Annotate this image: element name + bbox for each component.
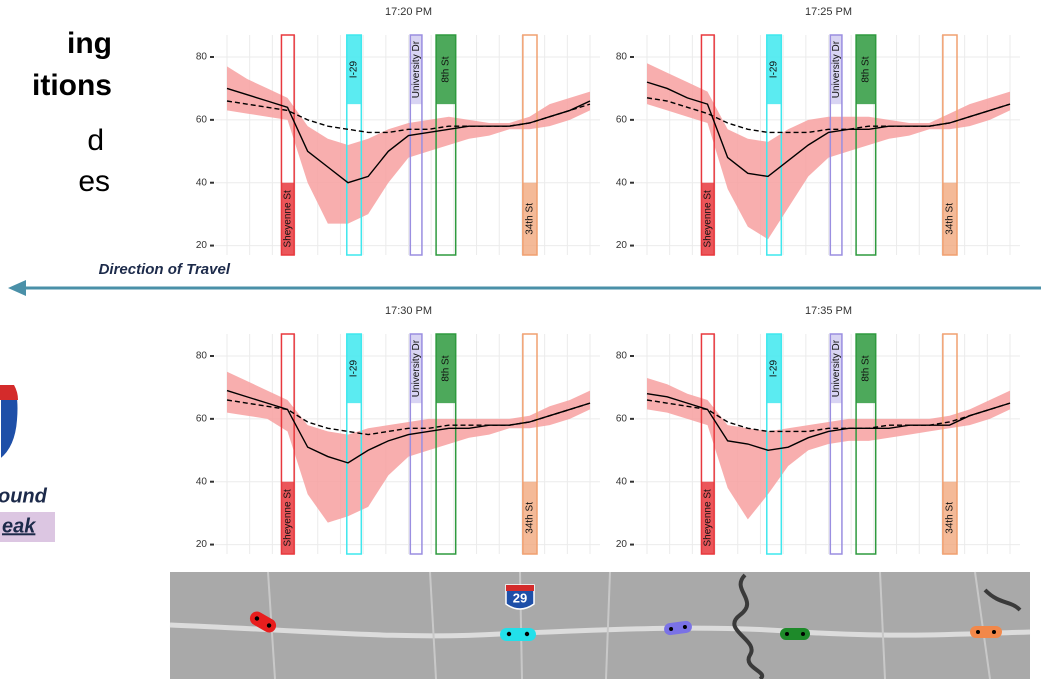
street-label: I-29 — [769, 360, 780, 378]
street-label: 34th St — [945, 502, 956, 534]
street-label: University Dr — [831, 40, 842, 98]
y-tick-label: 80 — [616, 52, 628, 63]
map: 29 — [170, 572, 1030, 679]
y-tick-label: 40 — [196, 476, 208, 487]
y-tick-label: 80 — [196, 52, 208, 63]
arrow-head — [8, 280, 26, 296]
street-label: 8th St — [441, 355, 452, 381]
street-label: 34th St — [525, 203, 536, 235]
y-tick-label: 40 — [616, 476, 628, 487]
street-label: University Dr — [831, 339, 842, 397]
slide: ing itions d es Direction of Travel ound… — [0, 0, 1041, 679]
street-label: University Dr — [411, 339, 422, 397]
street-label: I-29 — [349, 61, 360, 79]
street-label: Sheyenne St — [282, 190, 293, 247]
y-tick-label: 20 — [196, 240, 208, 251]
street-label: Sheyenne St — [702, 489, 713, 546]
chart: 17:20 PM 20 40 60 80 Sheyenne St I-29 Universit… — [196, 6, 600, 255]
street-label: University Dr — [411, 40, 422, 98]
slide-title: es — [78, 165, 110, 198]
slide-title: itions — [32, 69, 112, 102]
y-tick-label: 80 — [616, 351, 628, 362]
chart-title: 17:35 PM — [805, 305, 852, 317]
y-tick-label: 20 — [196, 539, 208, 550]
street-label: 8th St — [861, 56, 872, 82]
y-tick-label: 20 — [616, 539, 628, 550]
street-label: 34th St — [945, 203, 956, 235]
chart: 17:25 PM 20 40 60 80 Sheyenne St I-29 Universit… — [616, 6, 1020, 255]
street-label: I-29 — [349, 360, 360, 378]
y-tick-label: 20 — [616, 240, 628, 251]
street-label: I-29 — [769, 61, 780, 79]
map-shield-label: 29 — [513, 590, 527, 605]
y-tick-label: 60 — [196, 114, 208, 125]
street-label: Sheyenne St — [282, 489, 293, 546]
street-label: 34th St — [525, 502, 536, 534]
chart-title: 17:20 PM — [385, 6, 432, 18]
street-label: 8th St — [861, 355, 872, 381]
street-label: 8th St — [441, 56, 452, 82]
slide-title: ing — [67, 27, 112, 60]
y-tick-label: 60 — [196, 413, 208, 424]
y-tick-label: 40 — [616, 177, 628, 188]
chart: 17:35 PM 20 40 60 80 Sheyenne St I-29 Universit… — [616, 305, 1020, 554]
direction-label: Direction of Travel — [99, 261, 231, 278]
route-label: eak — [2, 515, 36, 537]
chart: 17:30 PM 20 40 60 80 Sheyenne St I-29 Universit… — [196, 305, 600, 554]
y-tick-label: 60 — [616, 114, 628, 125]
chart-title: 17:30 PM — [385, 305, 432, 317]
slide-title: d — [87, 124, 104, 157]
y-tick-label: 60 — [616, 413, 628, 424]
y-tick-label: 80 — [196, 351, 208, 362]
route-label: ound — [0, 485, 48, 507]
y-tick-label: 40 — [196, 177, 208, 188]
street-label: Sheyenne St — [702, 190, 713, 247]
chart-title: 17:25 PM — [805, 6, 852, 18]
